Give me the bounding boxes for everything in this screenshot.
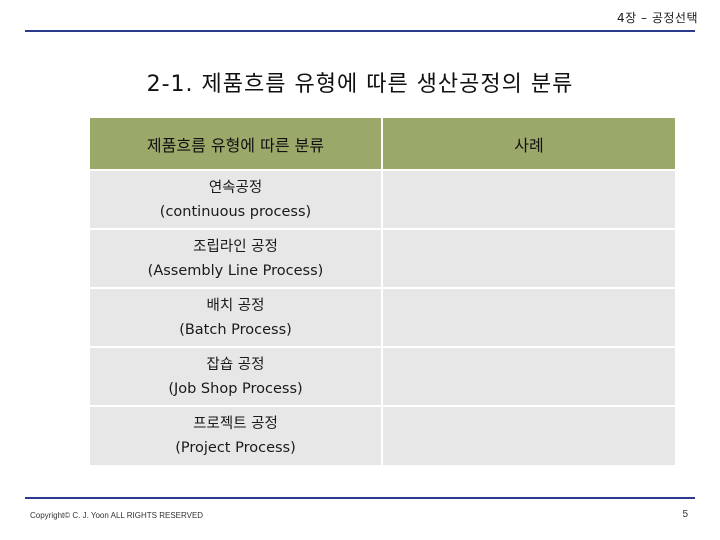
process-type-english: (Project Process) [175,440,296,456]
example-cell [382,346,675,406]
example-cell [382,228,675,288]
copyright-notice: Copyright© C. J. Yoon ALL RIGHTS RESERVE… [30,511,204,520]
example-cell [382,169,675,229]
process-type-korean: 배치 공정 [206,297,265,314]
table-row: 프로젝트 공정 (Project Process) [90,405,675,465]
example-cell [382,405,675,465]
table-row: 조립라인 공정 (Assembly Line Process) [90,228,675,288]
process-type-cell: 배치 공정 (Batch Process) [90,287,383,347]
process-classification-table: 제품흐름 유형에 따른 분류 사례 연속공정 (continuous proce… [90,118,675,465]
process-type-cell: 연속공정 (continuous process) [90,169,383,229]
process-type-cell: 잡숍 공정 (Job Shop Process) [90,346,383,406]
table-row: 배치 공정 (Batch Process) [90,287,675,347]
process-type-cell: 조립라인 공정 (Assembly Line Process) [90,228,383,288]
process-type-korean: 프로젝트 공정 [193,416,278,432]
page-number: 5 [682,509,688,520]
top-divider [25,30,695,32]
process-type-english: (Job Shop Process) [168,380,303,397]
table-row: 연속공정 (continuous process) [90,169,675,229]
process-type-cell: 프로젝트 공정 (Project Process) [90,405,383,465]
process-type-korean: 조립라인 공정 [193,238,278,255]
process-type-english: (continuous process) [159,203,312,220]
table-header-row: 제품흐름 유형에 따른 분류 사례 [90,118,675,170]
table-row: 잡숍 공정 (Job Shop Process) [90,346,675,406]
process-type-english: (Batch Process) [179,321,292,338]
example-cell [382,287,675,347]
process-type-korean: 연속공정 [208,179,263,196]
process-type-korean: 잡숍 공정 [206,356,265,373]
column-header-example: 사례 [382,118,675,170]
chapter-label: 4장 – 공정선택 [617,11,698,25]
slide-title: 2-1. 제품흐름 유형에 따른 생산공정의 분류 [146,72,574,97]
process-type-english: (Assembly Line Process) [147,262,324,279]
column-header-classification: 제품흐름 유형에 따른 분류 [90,118,383,170]
bottom-divider [25,497,695,499]
